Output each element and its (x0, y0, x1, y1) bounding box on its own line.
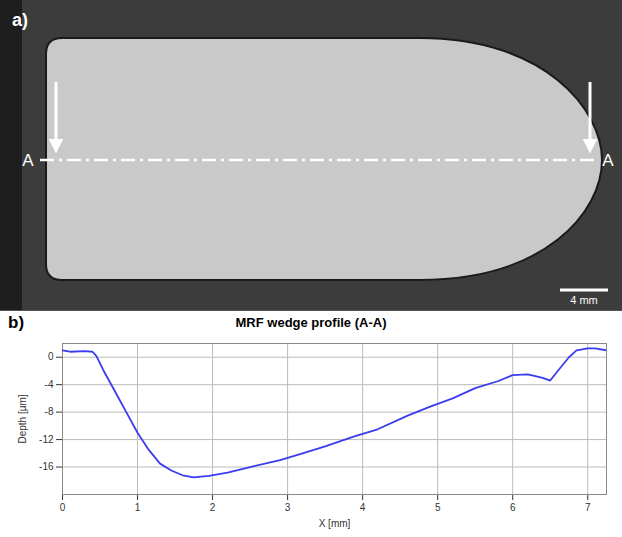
svg-text:0: 0 (48, 351, 54, 362)
svg-text:5: 5 (435, 502, 441, 513)
svg-text:0: 0 (60, 502, 66, 513)
svg-text:2: 2 (210, 502, 216, 513)
svg-text:6: 6 (510, 502, 516, 513)
svg-text:a): a) (12, 10, 28, 30)
svg-text:3: 3 (285, 502, 291, 513)
html-text:MRF wedge profile (A-A): MRF wedge profile (A-A) (235, 315, 387, 330)
svg-text:-8: -8 (45, 406, 54, 417)
svg-text:4: 4 (360, 502, 366, 513)
svg-text:X [mm]: X [mm] (319, 518, 351, 529)
svg-text:7: 7 (585, 502, 591, 513)
svg-text:-16: -16 (39, 461, 54, 472)
svg-text:-4: -4 (45, 379, 54, 390)
svg-text:-12: -12 (39, 434, 54, 445)
svg-text:Depth [µm]: Depth [µm] (17, 394, 28, 443)
html-text:b): b) (8, 313, 24, 332)
svg-text:A: A (22, 151, 34, 170)
svg-text:4 mm: 4 mm (570, 294, 598, 306)
svg-text:1: 1 (135, 502, 141, 513)
svg-text:A: A (602, 151, 614, 170)
